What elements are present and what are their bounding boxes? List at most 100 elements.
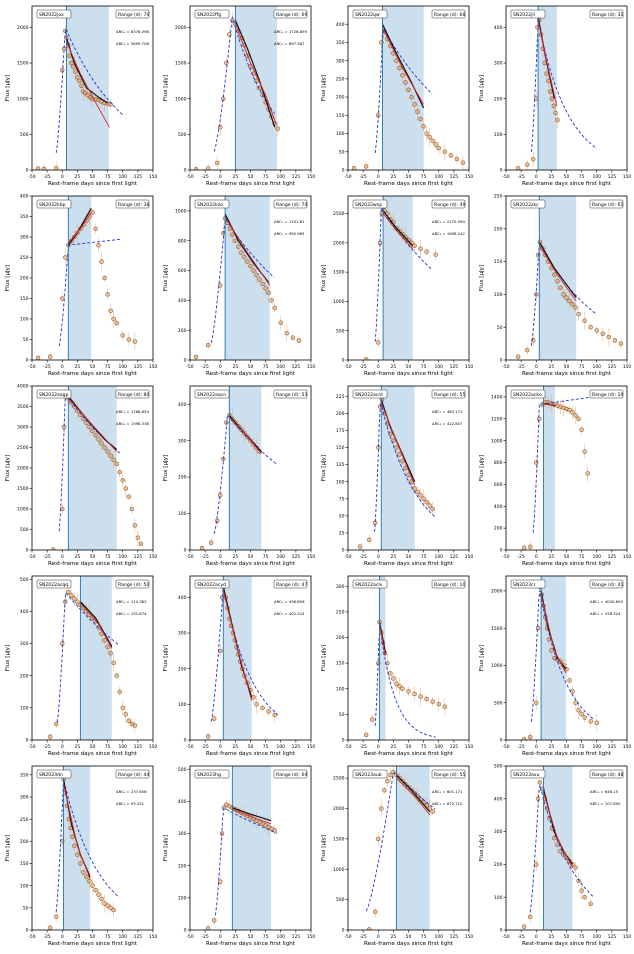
y-tick-label: 400 [20,194,29,200]
fit-line-1 [538,241,577,299]
x-tick-label: 50 [406,364,412,370]
chart-svg: -50 -25 0 25 50 75 100 125 150 0 100 200 300 400 500 Re… [479,764,632,947]
data-point [394,681,399,686]
x-axis-label: Rest-frame days since first light [522,561,612,567]
x-tick-label: 100 [276,174,285,180]
x-tick-label: 125 [292,174,301,180]
x-tick-label: 150 [623,744,632,750]
x-tick-label: 0 [61,934,64,940]
x-tick-label: 25 [549,554,555,560]
x-tick-label: 0 [61,744,64,750]
model-curve [56,591,120,723]
data-point [117,469,122,475]
y-axis-label: Flux [μJy] [321,265,327,291]
data-point [218,879,223,885]
data-point [521,545,527,550]
y-tick-label: 150 [336,445,345,451]
chart-panel: -50 -25 0 25 50 75 100 125 150 0 100 200 300 400 500 Re… [158,760,316,950]
fit-line-1 [381,23,425,109]
x-tick-label: 75 [579,554,585,560]
chart-panel: -50 -25 0 25 50 75 100 125 150 0 100 200 300 400 500 Re… [474,760,632,950]
x-tick-label: 0 [219,934,222,940]
y-tick-label: 2000 [175,25,187,31]
chart-svg: -50 -25 0 25 50 75 100 125 150 0 50 100 150 200 250 300… [5,765,157,947]
x-tick-label: 125 [134,934,143,940]
range-shade [229,386,262,550]
data-point [527,544,533,549]
data-point [448,153,454,158]
data-point [527,914,533,920]
data-point [108,650,113,656]
y-tick-label: 3500 [17,404,29,410]
y-axis-label: Flux [μJy] [5,645,11,671]
y-tick-label: 200 [336,411,345,417]
x-tick-label: 150 [307,364,316,370]
range-shade [543,766,573,930]
x-tick-label: -50 [344,364,351,370]
y-tick-label: 1500 [333,270,345,276]
y-tick-label: 1200 [491,416,503,422]
y-axis-label: Flux [μJy] [479,265,485,291]
x-tick-label: 0 [535,744,538,750]
title-box [510,579,546,589]
data-point [409,94,414,100]
fit-annotation: ΔRC₁ = 8376.098 [116,29,150,34]
data-point [567,678,572,683]
model-curve [213,16,276,152]
x-tick-label: -50 [344,934,351,940]
y-tick-label: 1500 [17,486,29,492]
y-axis-label: Flux [μJy] [5,75,11,101]
data-point [430,809,435,814]
x-tick-label: 50 [90,364,96,370]
x-tick-label: 50 [248,744,254,750]
x-tick-label: 125 [292,554,301,560]
title-box [36,769,72,779]
x-tick-label: 75 [263,364,269,370]
y-axis-label: Flux [μJy] [5,835,11,861]
fit-annotation: ΔRC₂ = 93.251 [116,801,145,806]
data-point [214,518,220,524]
fit-annotation: ΔRC₁ = 436.656 [274,599,305,604]
data-point [534,862,539,867]
data-point [90,428,95,434]
y-tick-label: 2500 [17,445,29,451]
data-point [132,723,138,728]
x-tick-label: 50 [406,744,412,750]
data-point [549,96,555,101]
data-point [60,641,65,646]
x-tick-label: 50 [248,934,254,940]
data-point [296,338,302,343]
chart-svg: -50 -25 0 25 50 75 100 125 150 0 100 200 300 400 Rest-… [163,385,315,567]
range-box [115,579,150,589]
x-tick-label: 100 [592,744,601,750]
data-point [132,339,138,344]
y-tick-label: 400 [494,25,503,31]
x-tick-label: 75 [263,934,269,940]
y-tick-label: 300 [178,631,187,637]
data-point [114,320,119,326]
x-axis-label: Rest-frame days since first light [364,371,454,377]
x-tick-label: 150 [465,934,474,940]
x-tick-label: 75 [263,744,269,750]
data-point [564,295,569,300]
y-tick-label: 0 [26,928,29,934]
x-axis-label: Rest-frame days since first light [206,371,296,377]
model-curve [213,414,278,534]
data-point [612,338,618,343]
y-tick-label: 200 [494,96,503,102]
data-point [418,246,423,251]
data-point [579,427,584,432]
x-tick-label: 0 [219,744,222,750]
x-tick-label: 75 [105,364,111,370]
chart-svg: -50 -25 0 25 50 75 100 125 1500500100015002000Re… [5,5,157,187]
range-shade [225,196,270,360]
title-box [510,199,546,209]
sn-title: SN2023axu [513,772,540,778]
x-tick-label: 150 [623,934,632,940]
y-tick-label: 150 [20,296,29,302]
fit-line-2 [66,41,110,128]
x-tick-label: 25 [75,364,81,370]
data-point [427,134,432,140]
x-tick-label: -50 [186,364,193,370]
y-tick-label: 50 [339,712,345,718]
